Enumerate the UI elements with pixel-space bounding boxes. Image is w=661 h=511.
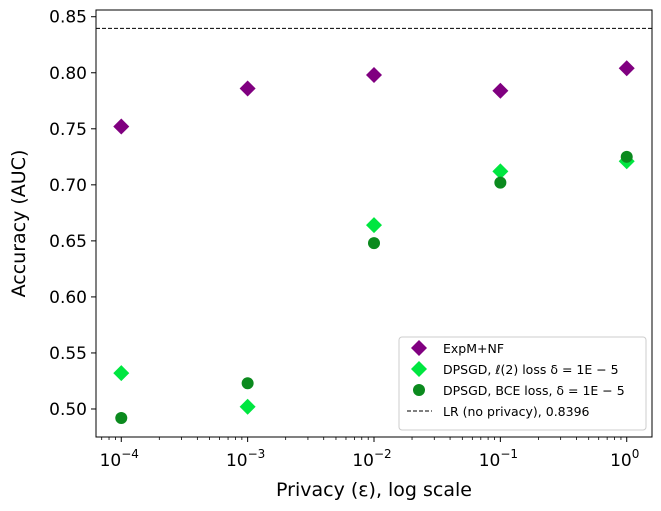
legend-label-reference: LR (no privacy), 0.8396 [443,404,590,419]
y-axis-label: Accuracy (AUC) [8,150,30,298]
legend-marker-0 [411,340,427,356]
y-axis-ticks: 0.50 0.55 0.60 0.65 0.70 0.75 0.80 0.85 [49,8,96,420]
series-1-point [239,398,256,415]
series-2-point [368,237,380,250]
series-2-point [241,377,254,390]
x-axis-label: Privacy (ε), log scale [276,479,472,501]
y-tick-label: 0.65 [49,232,87,252]
series-2-point [115,411,128,424]
legend-label-0: ExpM+NF [443,341,504,356]
x-tick-label: 100 [610,447,639,471]
y-tick-label: 0.70 [49,176,87,196]
series-0-point [113,118,130,135]
series-0-point [366,67,382,84]
legend-label-1: DPSGD, ℓ(2) loss δ = 1E − 5 [443,362,619,377]
series-0-point [492,82,509,99]
legend-marker-2 [413,384,425,396]
data-points [113,60,635,424]
legend-marker-1 [411,361,427,377]
y-tick-label: 0.85 [49,8,87,28]
legend-label-2: DPSGD, BCE loss, δ = 1E − 5 [443,383,625,398]
x-tick-label: 10−2 [352,447,391,471]
legend: ExpM+NF DPSGD, ℓ(2) loss δ = 1E − 5 DPSGD,… [398,336,647,431]
series-0-point [239,80,256,97]
x-tick-label: 10−4 [100,447,139,471]
x-tick-label: 10−3 [226,447,265,471]
y-tick-label: 0.80 [49,64,87,84]
series-0-point [618,60,635,77]
x-axis-ticks: 10−4 10−3 10−2 10−1 100 [100,437,639,471]
series-2-point [620,150,633,163]
legend-box [398,336,647,431]
y-tick-label: 0.50 [49,400,87,420]
x-tick-label: 10−1 [479,447,518,471]
series-1-point [113,365,130,382]
y-tick-label: 0.75 [49,120,87,140]
y-tick-label: 0.60 [49,288,87,308]
series-1-point [366,217,382,234]
series-1-point [492,163,509,180]
series-2-point [494,176,507,189]
y-tick-label: 0.55 [49,344,87,364]
plot-frame [95,9,653,438]
